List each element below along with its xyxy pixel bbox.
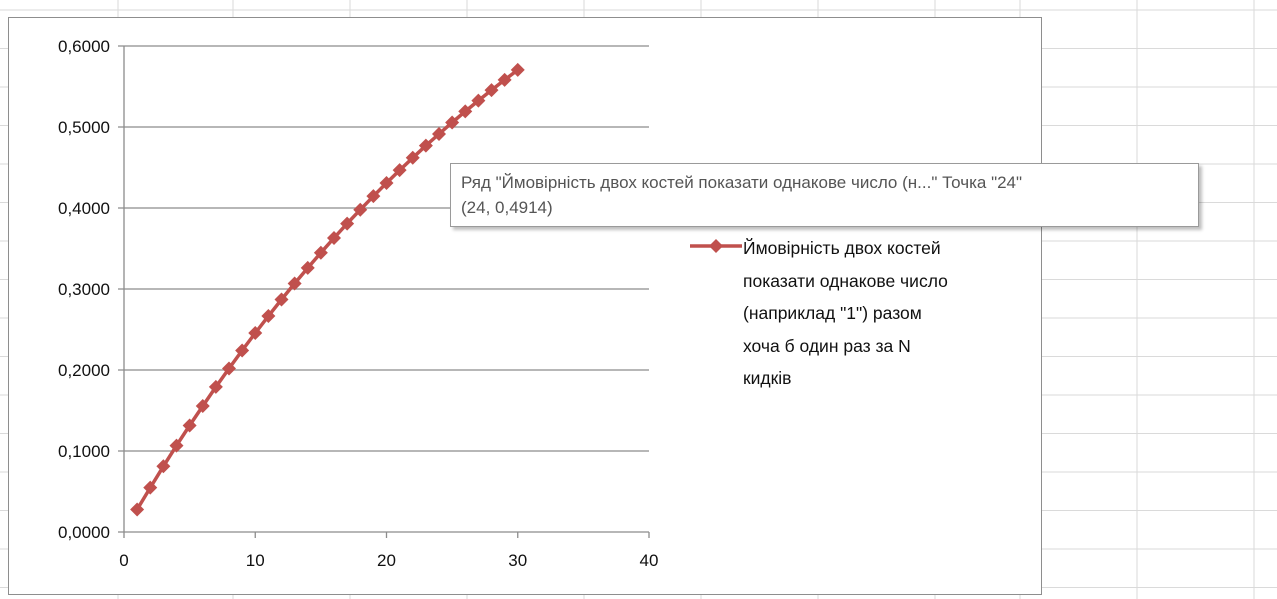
gridlines: [118, 45, 649, 452]
data-point-marker: [445, 115, 460, 130]
data-point-marker: [222, 361, 236, 376]
x-tick-label: 20: [377, 551, 396, 570]
data-point-marker: [287, 276, 302, 291]
data-point-marker: [182, 418, 197, 433]
y-tick-label: 0,6000: [58, 37, 110, 56]
data-point-marker: [497, 72, 512, 87]
y-tick-label: 0,3000: [58, 280, 110, 299]
data-point-marker: [195, 398, 210, 413]
plot-area: 0,0000 0,1000 0,2000 0,3000 0,4000 0,5000 0,60…: [58, 37, 658, 570]
data-point-marker: [248, 325, 263, 340]
series-line: [135, 68, 519, 511]
data-point-marker: [458, 104, 473, 119]
data-point-marker: [208, 379, 223, 394]
data-point-tooltip: Ряд "Ймовірність двох костей показати од…: [450, 163, 1199, 227]
y-tick-label: 0,2000: [58, 361, 110, 380]
data-point-marker: [484, 83, 499, 98]
x-tick-label: 10: [246, 551, 265, 570]
data-point-marker: [313, 245, 328, 260]
data-point-marker: [143, 480, 158, 495]
data-point-marker: [274, 292, 289, 307]
y-tick-label: 0,5000: [58, 118, 110, 137]
data-point-marker: [379, 175, 394, 190]
legend-label-line: (наприклад "1") разом: [743, 303, 922, 323]
x-tick-label: 30: [508, 551, 527, 570]
data-point-marker: [340, 216, 355, 231]
y-tick-label: 0,0000: [58, 523, 110, 542]
data-point-marker: [235, 343, 250, 358]
data-point-marker: [366, 189, 381, 204]
tooltip-value-line: (24, 0,4914): [461, 198, 553, 217]
y-axis-tick-labels: 0,0000 0,1000 0,2000 0,3000 0,4000 0,5000 0,60…: [58, 37, 110, 542]
legend-label-line: хоча б один раз за N: [743, 335, 911, 356]
data-point-marker: [169, 438, 184, 453]
data-point-marker: [471, 93, 486, 108]
data-point-marker: [156, 459, 171, 474]
data-point-marker: [327, 230, 341, 245]
data-point-marker: [130, 502, 145, 517]
data-point-marker: [261, 309, 276, 324]
y-tick-label: 0,4000: [58, 199, 110, 218]
tooltip-series-line: Ряд "Ймовірність двох костей показати од…: [461, 173, 1023, 192]
x-tick-label: 0: [119, 551, 128, 570]
data-point-marker: [432, 126, 446, 141]
x-tick-label: 40: [640, 551, 659, 570]
data-point-marker: [418, 138, 433, 153]
x-axis-tick-labels: 0 10 20 30 40: [119, 551, 658, 570]
legend-label-line: показати однакове число: [743, 270, 948, 291]
legend-label-line: кидків: [743, 368, 792, 388]
legend-series-line-icon: [690, 239, 742, 253]
axes: [118, 46, 650, 538]
y-tick-label: 0,1000: [58, 442, 110, 461]
chart-area[interactable]: 0,0000 0,1000 0,2000 0,3000 0,4000 0,5000 0,60…: [8, 17, 1042, 595]
data-point-marker: [510, 62, 525, 77]
data-point-marker: [392, 163, 407, 178]
data-point-marker: [405, 150, 420, 165]
legend-label: Ймовірність двох костей показати однаков…: [743, 232, 1023, 395]
legend-label-line: Ймовірність двох костей: [743, 238, 941, 258]
data-point-marker: [300, 260, 315, 275]
data-point-marker: [353, 202, 368, 217]
data-series[interactable]: [130, 62, 525, 517]
